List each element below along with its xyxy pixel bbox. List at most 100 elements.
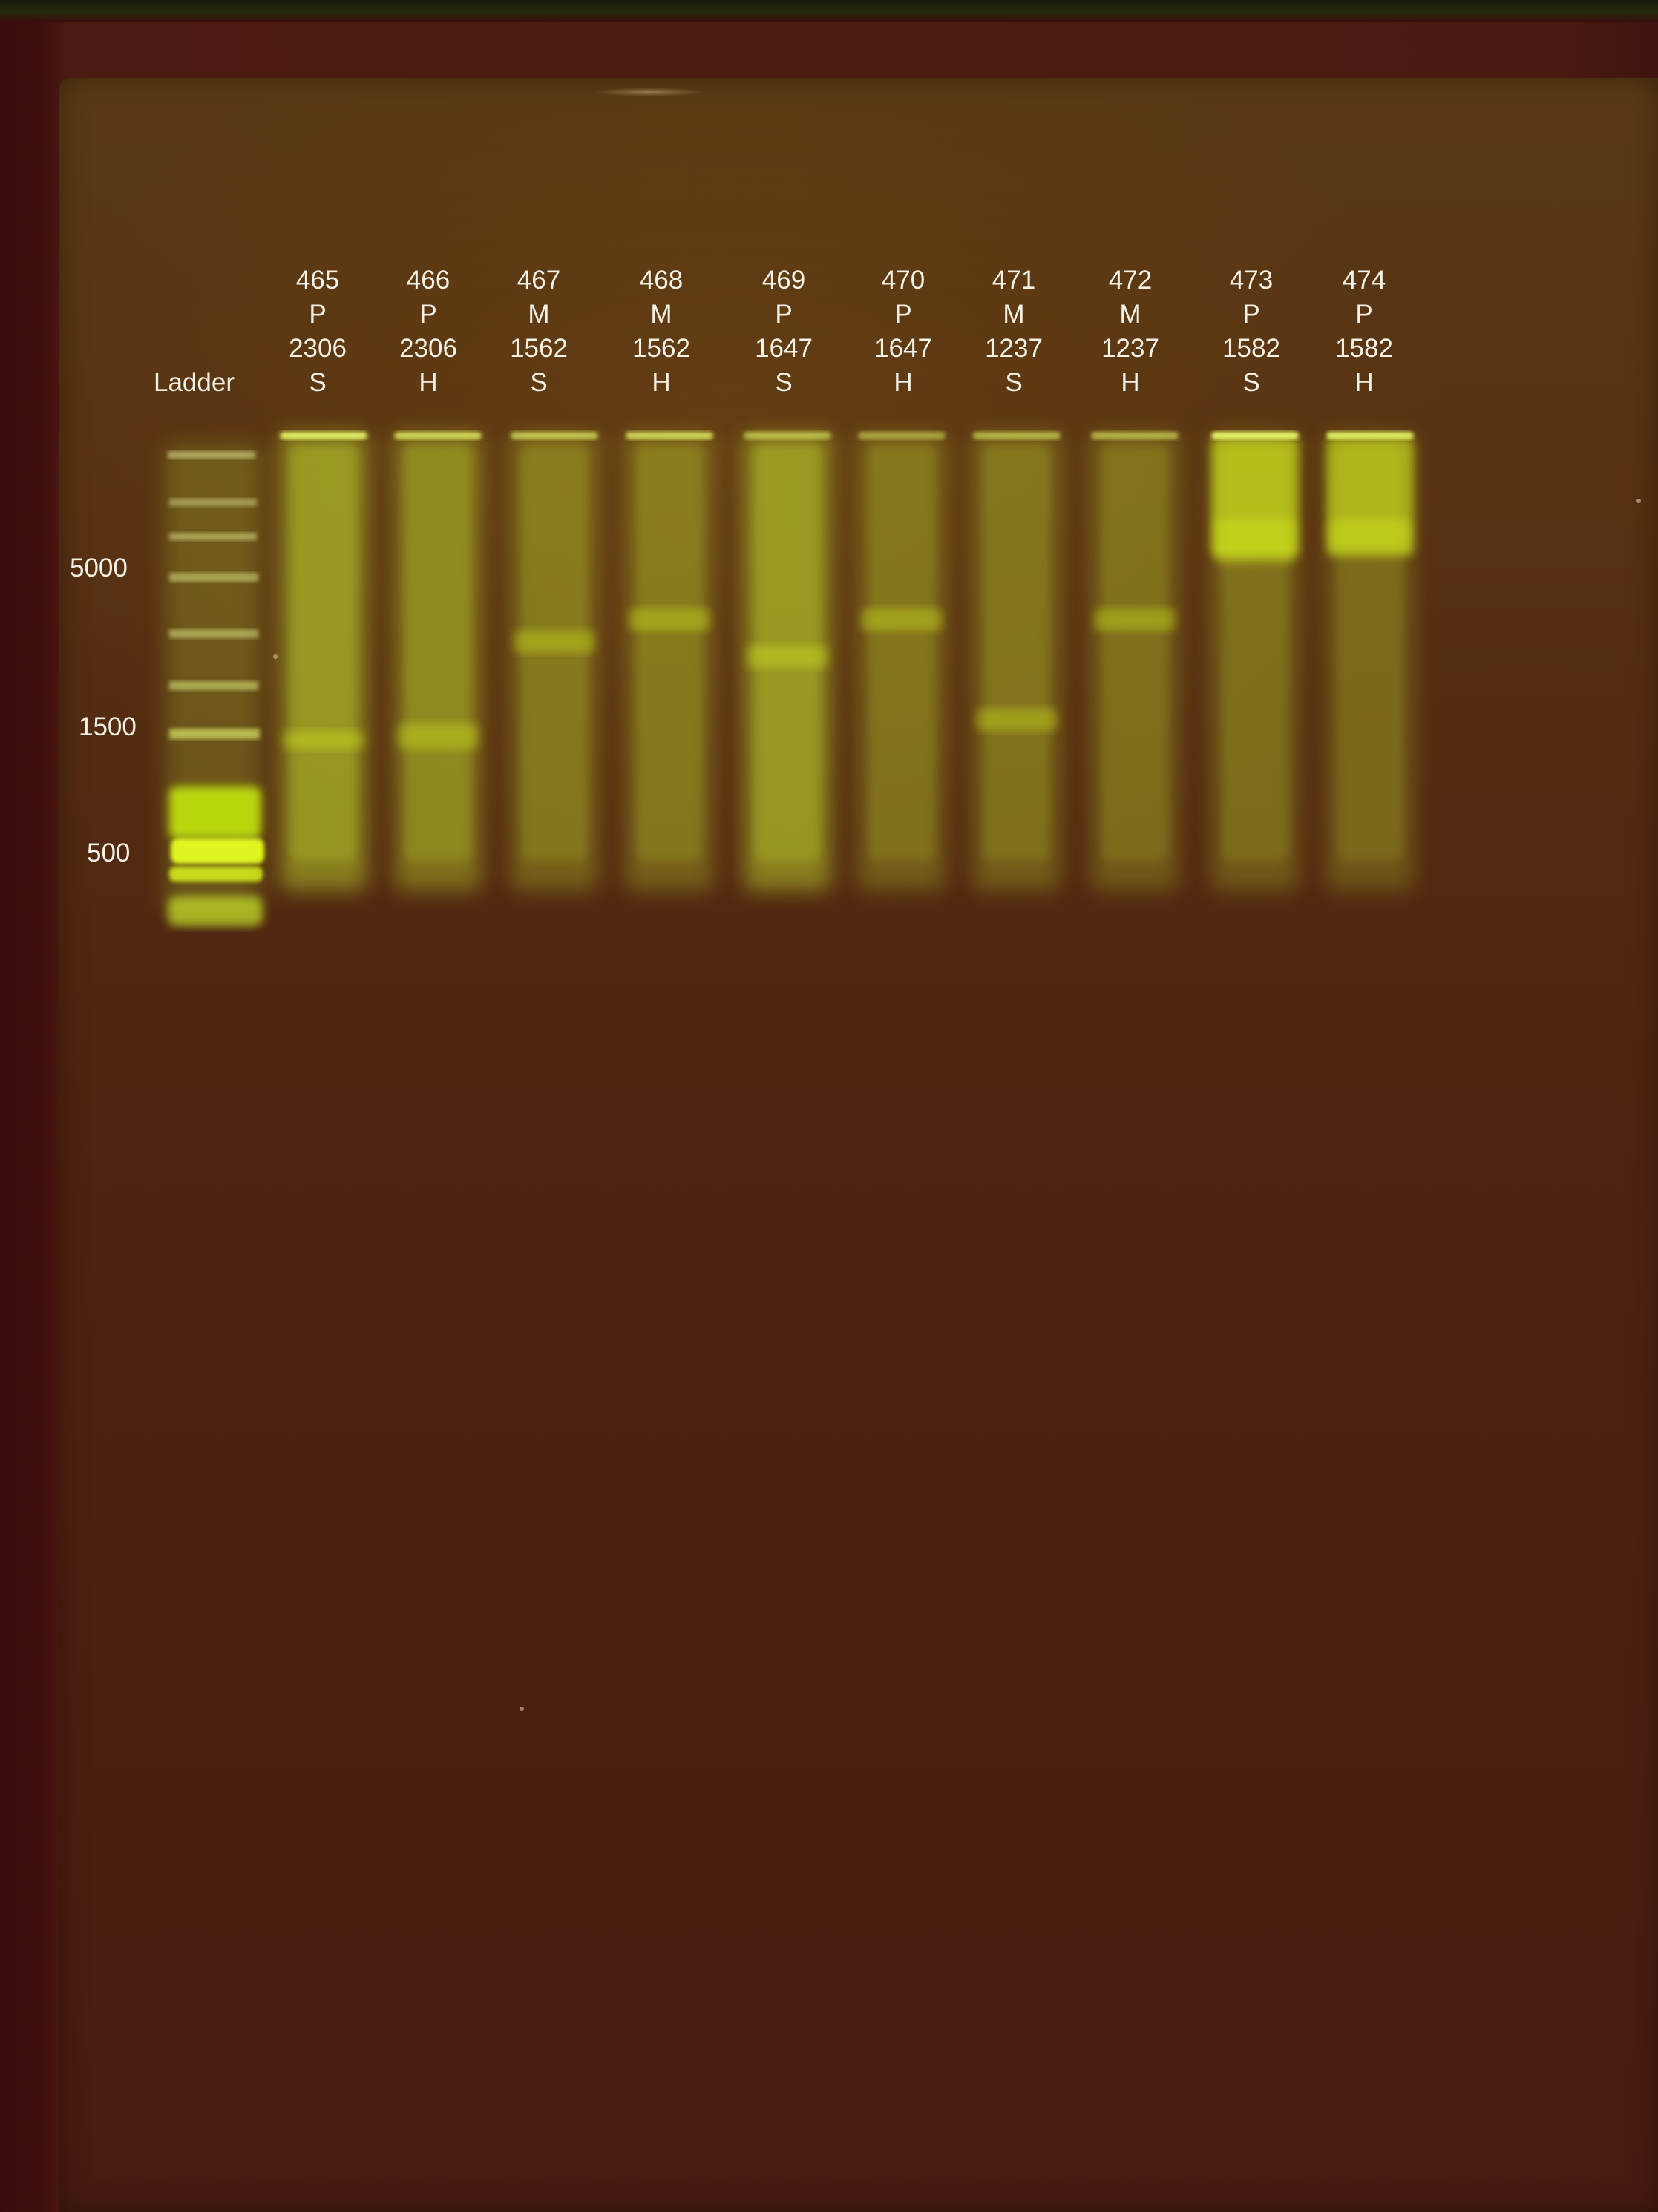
lane-id: 473 <box>1229 266 1274 295</box>
lane-num: 1582 <box>1222 334 1280 363</box>
lane-well-edge <box>973 432 1061 439</box>
lane-well-edge <box>280 432 367 439</box>
lane-core <box>983 445 1050 861</box>
lane-label: 473 P 1582 S <box>1210 263 1292 400</box>
lane-zone-band <box>1329 519 1411 549</box>
ladder-label: Ladder <box>154 368 235 397</box>
lane-cond: S <box>1005 368 1023 397</box>
sample-lane-466 <box>394 432 482 890</box>
lane-type: M <box>528 300 550 329</box>
lane-zone-band <box>747 646 828 668</box>
lane-num: 1647 <box>755 334 813 363</box>
lane-num: 1562 <box>632 334 690 363</box>
lane-well-edge <box>858 432 946 439</box>
lane-num: 1237 <box>1101 334 1159 363</box>
ladder-band <box>168 451 255 459</box>
lane-core <box>1101 445 1168 861</box>
lane-type: P <box>775 300 793 329</box>
lane-cond: S <box>530 368 548 397</box>
lane-cond: S <box>309 368 327 397</box>
size-mark-1500: 1500 <box>79 712 137 741</box>
sample-lane-468 <box>626 432 713 890</box>
lane-id: 472 <box>1108 266 1153 295</box>
lane-label: 470 P 1647 H <box>862 263 944 400</box>
lane-zone-band <box>514 631 595 653</box>
ladder-band <box>169 729 260 739</box>
ladder-band <box>168 896 263 926</box>
lane-label: 465 P 2306 S <box>277 263 358 400</box>
ladder-band-bright <box>171 838 264 864</box>
lane-zone-band <box>283 731 364 749</box>
lane-core <box>636 445 703 861</box>
lane-zone-band <box>861 608 943 631</box>
lane-well-edge <box>1211 432 1299 439</box>
lane-core <box>404 445 471 861</box>
lane-type: P <box>894 300 912 329</box>
gel-glare <box>594 88 705 96</box>
ladder-lane <box>165 445 264 926</box>
lane-cond: S <box>775 368 793 397</box>
lane-num: 1237 <box>985 334 1043 363</box>
lane-label: 471 M 1237 S <box>973 263 1055 400</box>
sample-lane-467 <box>511 432 598 890</box>
lane-cond: H <box>1121 368 1140 397</box>
photo-top-edge <box>0 0 1658 22</box>
lane-core <box>868 445 935 861</box>
ladder-band <box>169 499 257 506</box>
lane-type: P <box>309 300 327 329</box>
sample-lane-465 <box>280 432 367 890</box>
lane-well-edge <box>1326 432 1414 439</box>
gel-speck <box>520 1707 524 1711</box>
sample-lane-474 <box>1326 432 1414 890</box>
gel-speck <box>273 654 278 659</box>
lane-id: 471 <box>992 266 1036 295</box>
lane-id: 470 <box>881 266 925 295</box>
lane-zone-band <box>1214 519 1296 564</box>
lane-id: 474 <box>1342 266 1386 295</box>
sample-lane-469 <box>744 432 831 890</box>
lane-id: 466 <box>406 266 450 295</box>
lane-zone-band <box>976 709 1058 731</box>
lane-label: 474 P 1582 H <box>1323 263 1405 400</box>
lane-label: 466 P 2306 H <box>387 263 469 400</box>
sample-lane-470 <box>858 432 946 890</box>
lane-id: 469 <box>761 266 806 295</box>
sample-lane-473 <box>1211 432 1299 890</box>
lane-type: M <box>1003 300 1025 329</box>
lane-cond: S <box>1242 368 1260 397</box>
lane-cond: H <box>419 368 438 397</box>
lane-label: 467 M 1562 S <box>498 263 580 400</box>
lane-well-edge <box>394 432 482 439</box>
lane-type: P <box>419 300 437 329</box>
lane-core <box>290 445 357 861</box>
lane-cond: H <box>652 368 671 397</box>
ladder-band <box>169 681 258 690</box>
lane-type: M <box>650 300 672 329</box>
lane-id: 468 <box>639 266 684 295</box>
ladder-band-bright <box>169 787 261 838</box>
lane-num: 2306 <box>399 334 457 363</box>
lane-id: 467 <box>517 266 561 295</box>
ladder-band <box>169 629 258 638</box>
lane-type: P <box>1355 300 1373 329</box>
lane-id: 465 <box>295 266 340 295</box>
lane-zone-band <box>397 723 479 749</box>
lane-zone-band <box>1094 608 1176 631</box>
lane-label: 468 M 1562 H <box>620 263 702 400</box>
lane-well-edge <box>626 432 713 439</box>
lane-num: 1562 <box>510 334 568 363</box>
lane-num: 1582 <box>1335 334 1393 363</box>
size-mark-5000: 5000 <box>70 554 128 582</box>
size-mark-500: 500 <box>87 838 131 867</box>
lane-num: 1647 <box>874 334 932 363</box>
ladder-band <box>169 867 263 882</box>
gel-speck <box>1636 499 1641 503</box>
lane-well-edge <box>511 432 598 439</box>
lane-zone-band <box>629 608 710 631</box>
lane-type: P <box>1242 300 1260 329</box>
lane-cond: H <box>894 368 913 397</box>
ladder-band <box>169 533 257 540</box>
lane-well-edge <box>744 432 831 439</box>
